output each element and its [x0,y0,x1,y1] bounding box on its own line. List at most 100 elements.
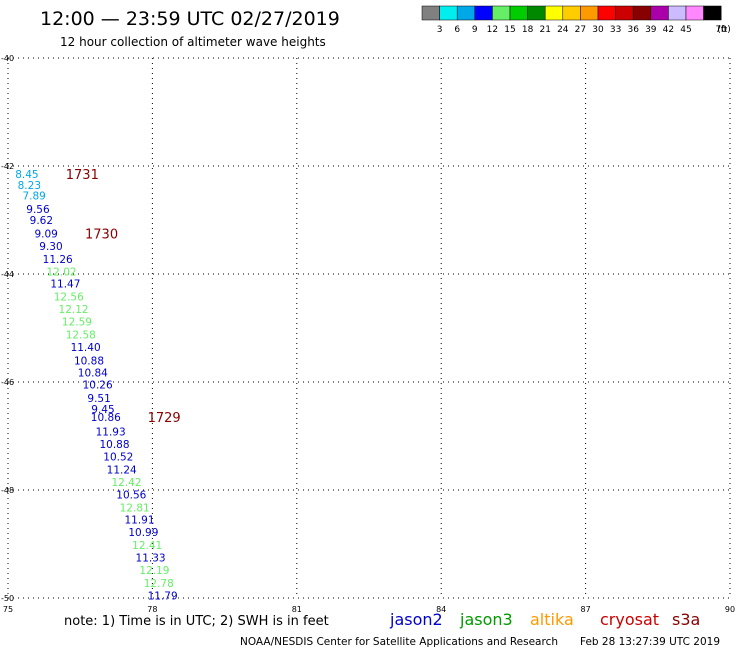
wave-height-value: 9.30 [39,241,62,253]
wave-height-value: 9.09 [34,229,57,241]
satellite-legend-jason2: jason2 [389,610,443,629]
scale-label: 30 [592,25,604,35]
wave-height-value: 12.59 [62,317,92,329]
y-tick-label: -48 [1,486,14,495]
wave-height-value: 10.88 [99,439,129,451]
scale-label: 45 [680,25,691,35]
scale-swatch [615,5,634,21]
wave-height-value: 10.99 [128,527,158,539]
pass-time-label: 1730 [85,228,118,243]
wave-height-value: 10.86 [91,412,121,424]
scale-swatch [650,5,669,21]
wave-height-value: 11.91 [124,515,154,527]
scale-swatch [597,5,616,21]
y-tick-label: -50 [1,594,14,603]
pass-time-label: 1729 [148,411,181,426]
scale-label: 70 [715,25,727,35]
x-tick-label: 75 [3,605,13,614]
scale-swatch [668,5,687,21]
scale-label: 9 [472,25,478,35]
wave-height-value: 12.78 [144,578,174,590]
scale-swatch [421,5,440,21]
wave-height-value: 12.58 [66,329,96,341]
satellite-legend: jason2 jason3 altika cryosat s3a [389,610,700,629]
wave-height-value: 11.93 [96,427,126,439]
scale-label: 21 [539,25,550,35]
scale-label: 39 [645,25,657,35]
scale-label: 6 [454,25,460,35]
wave-height-value: 11.40 [71,342,101,354]
pass-time-labels: 1731 1730 1729 [66,168,181,426]
axis-ticks: 75 78 81 84 87 90 -40 -42 -44 -46 -48 -50 [1,54,735,614]
y-tick-label: -42 [1,162,14,171]
wave-height-value: 10.26 [83,380,113,392]
scale-label: 27 [575,25,586,35]
scale-label: 36 [627,25,639,35]
satellite-legend-altika: altika [530,610,574,629]
scale-label: 3 [437,25,443,35]
x-tick-label: 84 [436,605,446,614]
scale-swatch [492,5,511,21]
scale-swatch [456,5,476,21]
lat-lon-grid [7,57,731,599]
chart-subtitle: 12 hour collection of altimeter wave hei… [60,35,326,49]
x-tick-label: 87 [581,605,591,614]
satellite-legend-jason3: jason3 [459,610,513,629]
pass-time-label: 1731 [66,168,99,183]
wave-height-value: 12.41 [132,540,162,552]
wave-height-value: 10.56 [116,489,146,501]
scale-swatch [509,5,528,21]
x-tick-label: 81 [292,605,302,614]
scale-label: 42 [663,25,674,35]
x-tick-label: 90 [725,605,735,614]
wave-height-value: 12.12 [59,304,89,316]
scale-label: 24 [557,25,569,35]
wave-height-value: 9.45 [91,404,114,416]
y-tick-label: -44 [1,270,14,279]
footer-note: note: 1) Time is in UTC; 2) SWH is in fe… [64,614,329,629]
timestamp: Feb 28 13:27:39 UTC 2019 [580,636,720,648]
scale-swatch [562,5,581,21]
wave-height-value: 11.24 [107,464,137,476]
x-tick-label: 78 [147,605,157,614]
wave-height-value: 12.42 [111,477,141,489]
wave-height-value: 7.89 [22,191,45,203]
wave-height-value: 10.88 [74,355,104,367]
wave-height-value: 9.56 [26,204,50,216]
wave-height-value: 9.62 [30,215,53,227]
scale-swatch [580,5,599,21]
chart-title: 12:00 — 23:59 UTC 02/27/2019 [40,8,340,30]
scale-label: 12 [487,25,498,35]
scale-label: 15 [504,25,515,35]
scale-units: (ft) [717,25,731,35]
wave-height-value: 9.51 [87,393,110,405]
wave-height-value: 12.19 [139,565,169,577]
y-tick-label: -40 [1,54,14,63]
wave-height-value: 11.26 [43,254,73,266]
scale-swatch [703,5,722,21]
wave-height-points: 8.458.237.899.569.629.099.3011.2612.0211… [15,169,177,602]
credit-line: NOAA/NESDIS Center for Satellite Applica… [240,636,558,648]
satellite-legend-s3a: s3a [672,610,700,629]
wave-height-value: 11.47 [50,279,80,291]
wave-height-value: 8.45 [15,169,38,181]
wave-height-value: 10.84 [78,367,108,379]
scale-swatch [439,5,458,21]
wave-height-value: 12.81 [120,502,150,514]
y-tick-label: -46 [1,378,14,387]
scale-swatch [632,5,652,21]
wave-height-value: 11.33 [136,553,166,565]
scale-label: 18 [522,25,534,35]
wave-height-value: 12.56 [54,292,84,304]
satellite-legend-cryosat: cryosat [600,610,659,629]
wave-height-value: 8.23 [18,180,41,192]
scale-swatch [544,5,564,21]
scale-swatch [685,5,704,21]
scale-swatch [527,5,546,21]
wave-height-value: 12.02 [47,266,77,278]
wave-height-value: 10.52 [103,452,133,464]
wave-height-color-scale: 3 6 9 12 15 18 21 24 27 30 33 36 39 42 45 70(ft) [421,5,731,35]
wave-height-value: 11.79 [148,590,178,602]
scale-label: 33 [610,25,621,35]
